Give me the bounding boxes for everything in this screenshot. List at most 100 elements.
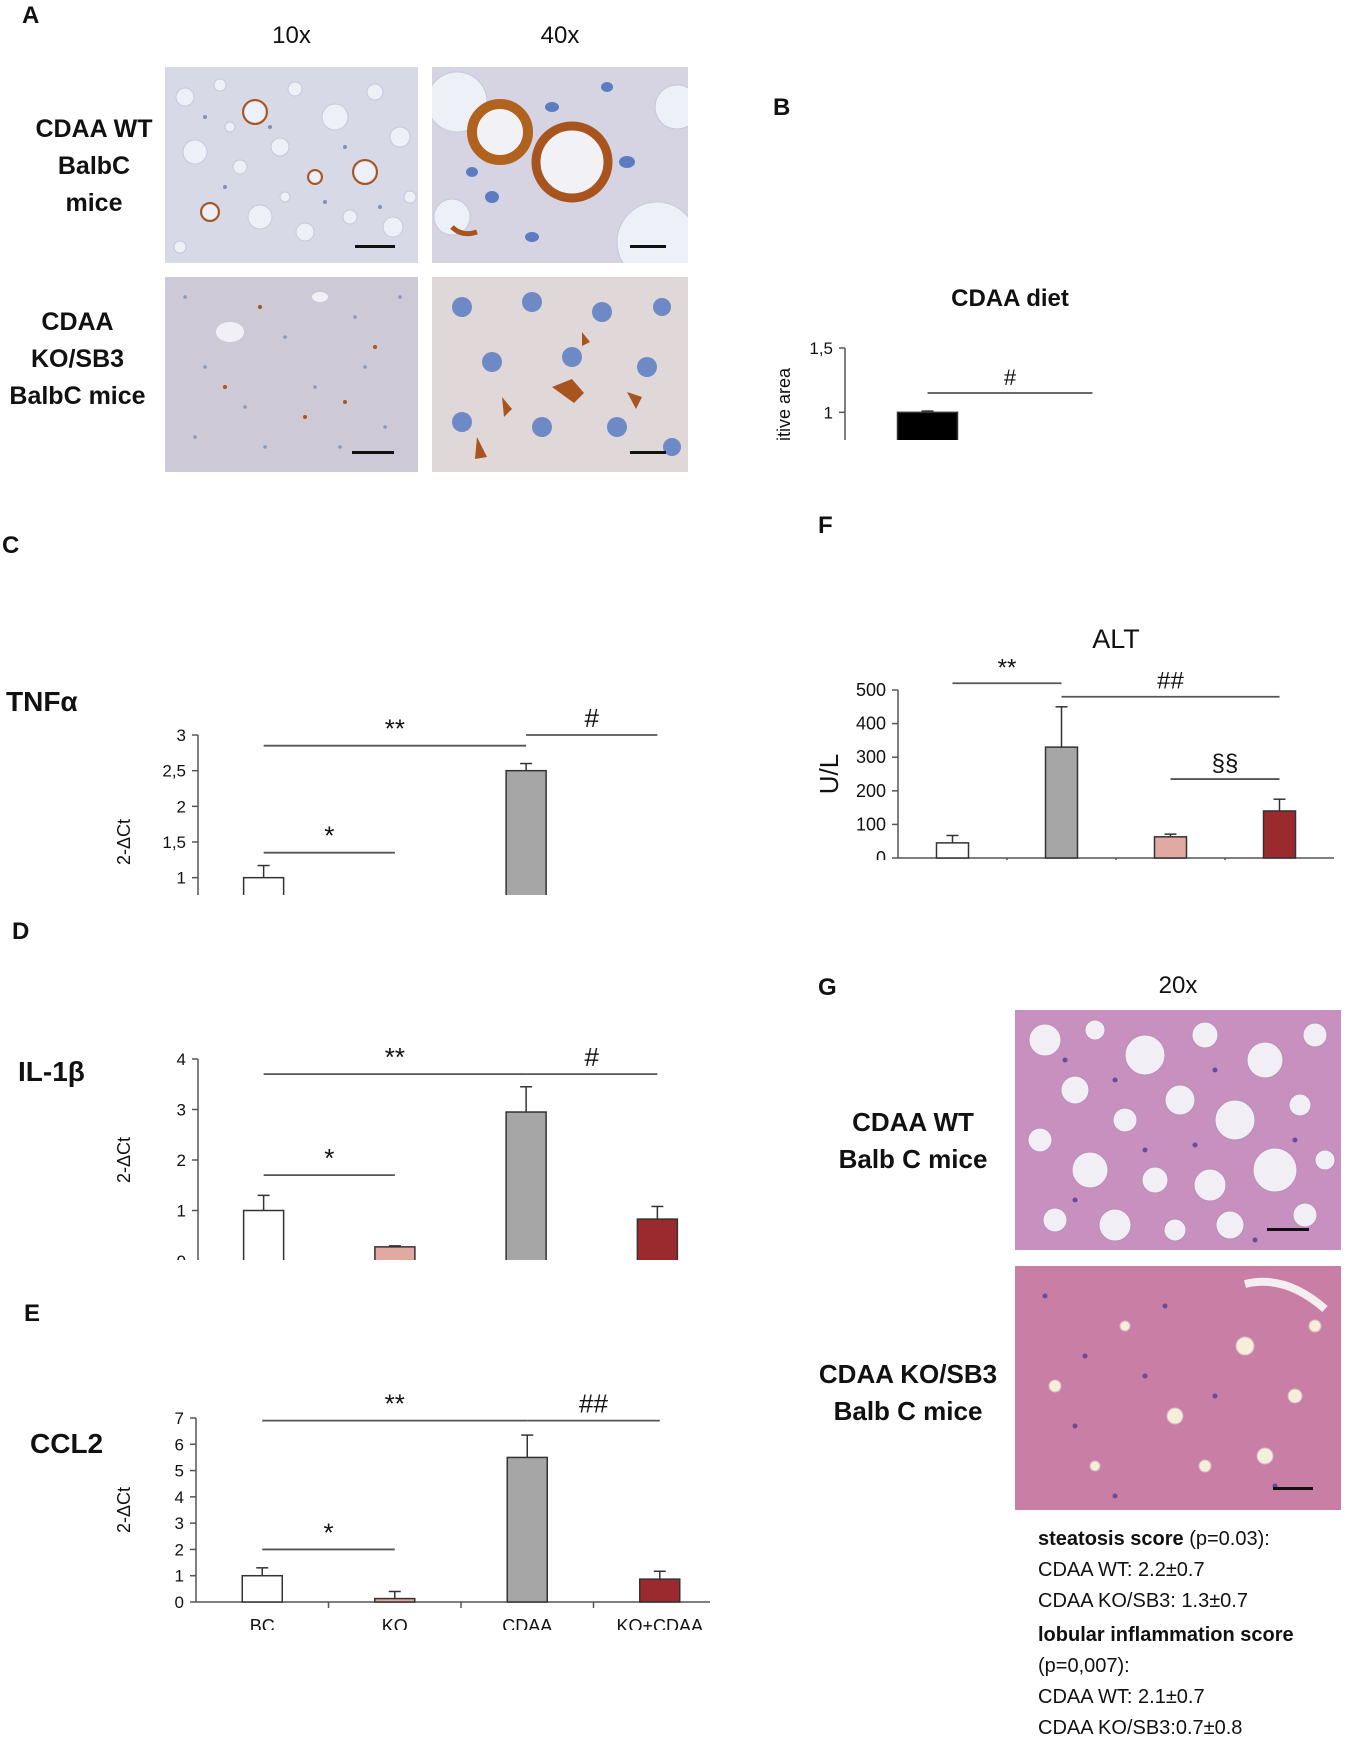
bar	[896, 411, 959, 440]
chart-b-f480: CDAA diet00,511,5F4/80 positive areaWTKO…	[774, 285, 1093, 440]
y-tick-label: 100	[856, 814, 886, 834]
bar	[639, 1578, 681, 1603]
steatosis-ko-value: CDAA KO/SB3: 1.3±0.7	[1038, 1590, 1248, 1612]
y-tick-label: 2	[177, 797, 186, 816]
y-tick-label: 200	[856, 781, 886, 801]
bar	[241, 1574, 283, 1603]
lobular-ko-value: CDAA KO/SB3:0.7±0.8	[1038, 1717, 1243, 1739]
scale-bar	[1273, 1487, 1313, 1490]
y-tick-label: 4	[177, 1050, 186, 1069]
panel-letter-e: E	[24, 1300, 41, 1327]
chart-c-tnfa: 00,511,522,532-ΔCtBcWTKOCDAAKO+CDAA***#	[114, 703, 658, 895]
category-label: CDAA	[502, 1616, 552, 1630]
y-tick-label: 0	[177, 1252, 186, 1260]
y-tick-label: 3	[177, 1101, 186, 1120]
bar	[505, 769, 547, 895]
y-axis-label: 2-ΔCt	[114, 1487, 134, 1533]
y-tick-label: 6	[175, 1435, 184, 1454]
y-tick-label: 300	[856, 747, 886, 767]
bar	[1153, 836, 1188, 859]
steatosis-score-line: steatosis score (p=0.03):	[1038, 1524, 1348, 1555]
magnification-10x: 10x	[272, 22, 311, 49]
y-tick-label: 1	[177, 869, 186, 888]
micrograph-ko-40x	[432, 277, 688, 472]
steatosis-p-value: (p=0.03):	[1183, 1528, 1270, 1550]
scale-bar	[352, 451, 394, 454]
category-label: KO+CDAA	[616, 1616, 703, 1630]
row-label-line: KO/SB3	[30, 345, 125, 373]
y-tick-label: 500	[856, 680, 886, 700]
y-axis-label: F4/80 positive area	[774, 367, 794, 440]
y-tick-label: 7	[175, 1409, 184, 1428]
y-tick-label: 3	[177, 726, 186, 745]
y-tick-label: 3	[175, 1514, 184, 1533]
lobular-score-title: lobular inflammation score	[1038, 1624, 1294, 1646]
gene-label-il1b: IL-1β	[18, 1056, 85, 1087]
scale-bar	[1267, 1228, 1309, 1231]
gene-label-ccl2: CCL2	[30, 1428, 104, 1459]
histo-label-line: CDAA WT	[852, 1107, 974, 1137]
bar	[374, 1246, 416, 1260]
panel-letter-f: F	[818, 512, 833, 539]
bar	[1262, 810, 1297, 859]
histo-label-line: Balb C mice	[833, 1396, 983, 1426]
row-label-line: mice	[65, 189, 123, 217]
row-label-cdaa-wt: CDAA WT BalbC mice	[0, 111, 188, 222]
row-label-line: BalbC mice	[9, 382, 146, 410]
panel-letter-d: D	[12, 918, 30, 945]
bar	[374, 1597, 416, 1603]
histo-label-line: CDAA KO/SB3	[818, 1359, 998, 1389]
micrograph-ko-10x	[165, 277, 418, 472]
row-label-line: BalbC	[57, 152, 131, 180]
significance-label: **	[385, 1389, 405, 1419]
y-tick-label: 0	[876, 848, 886, 860]
significance-label: ##	[579, 1389, 608, 1419]
significance-label: ##	[1157, 668, 1184, 695]
row-label-line: CDAA WT	[35, 115, 153, 143]
panel-letter-c: C	[2, 532, 20, 559]
category-label: KO	[382, 1616, 408, 1630]
chart-d-il1b: 012342-ΔCtBCWTKOCDAAKO+CDAA***#	[114, 1042, 679, 1260]
y-axis-label: 2-ΔCt	[114, 1137, 134, 1183]
lobular-wt-value: CDAA WT: 2.1±0.7	[1038, 1686, 1205, 1708]
bar	[505, 1111, 547, 1260]
significance-label: *	[324, 821, 334, 851]
micrograph-wt-40x	[432, 67, 688, 263]
micrograph-wt-10x	[165, 67, 418, 263]
y-tick-label: 4	[175, 1488, 184, 1507]
row-label-cdaa-ko: CDAA KO/SB3 BalbC mice	[0, 304, 155, 415]
gene-label-tnfa: TNFα	[6, 686, 78, 717]
lobular-score-line: lobular inflammation score	[1038, 1620, 1348, 1651]
y-tick-label: 1,5	[162, 833, 186, 852]
lobular-p-value: (p=0,007):	[1038, 1655, 1130, 1677]
significance-label: #	[1004, 365, 1017, 390]
histology-ko-20x	[1015, 1266, 1341, 1510]
significance-label: *	[324, 1143, 334, 1173]
y-tick-label: 400	[856, 714, 886, 734]
histology-wt-20x	[1015, 1010, 1341, 1250]
scale-bar	[355, 245, 395, 248]
y-tick-label: 2	[177, 1151, 186, 1170]
steatosis-score-title: steatosis score	[1038, 1528, 1184, 1550]
bar	[636, 1218, 679, 1260]
y-tick-label: 1	[175, 1567, 184, 1586]
significance-label: §§	[1212, 750, 1239, 777]
histology-scores: steatosis score (p=0.03): CDAA WT: 2.2±0…	[1038, 1524, 1348, 1744]
chart-title: ALT	[1092, 624, 1140, 654]
bar	[242, 1209, 285, 1260]
y-tick-label: 2,5	[162, 762, 186, 781]
bar	[242, 876, 285, 895]
magnification-20x: 20x	[1158, 972, 1198, 999]
y-tick-label: 1	[824, 403, 833, 422]
panel-letter-g: G	[818, 974, 837, 1001]
row-label-line: CDAA	[41, 308, 114, 336]
y-tick-label: 0	[175, 1593, 184, 1612]
y-axis-label: U/L	[814, 754, 844, 794]
significance-label: *	[323, 1517, 333, 1547]
y-axis-label: 2-ΔCt	[114, 819, 134, 865]
chart-title: CDAA diet	[951, 285, 1069, 312]
category-label: BC	[250, 1616, 275, 1630]
scale-bar	[630, 451, 666, 454]
